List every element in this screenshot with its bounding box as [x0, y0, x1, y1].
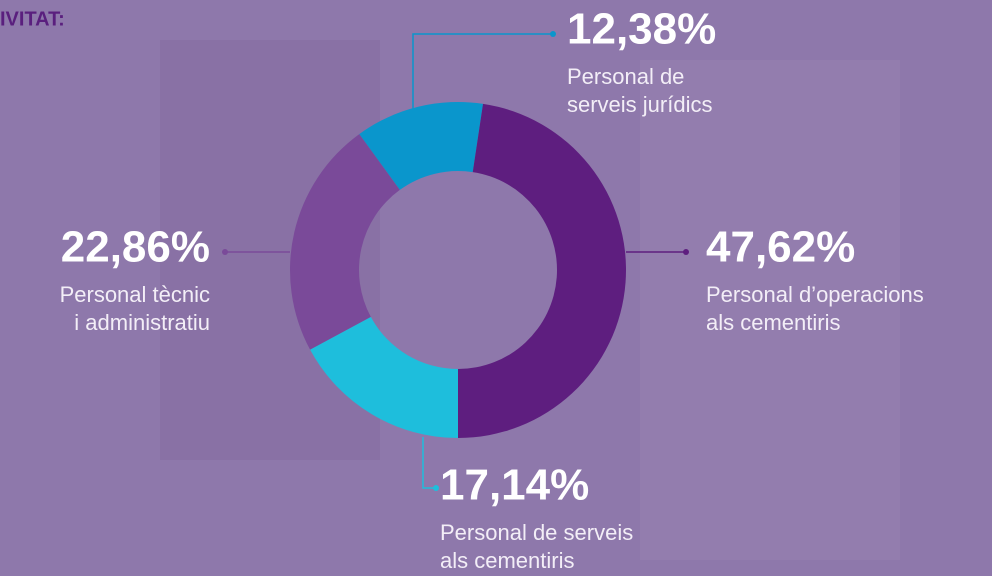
donut-slice — [458, 103, 627, 438]
category-label: Personal de — [567, 64, 684, 89]
value-label: 22,86% — [61, 223, 210, 272]
leader-dot — [222, 249, 228, 255]
leader-line — [422, 437, 436, 489]
leader-dot — [683, 249, 689, 255]
category-label: serveis jurídics — [567, 92, 712, 117]
value-label: 17,14% — [440, 461, 589, 510]
leader-dot — [433, 485, 439, 491]
leader-line — [412, 33, 553, 110]
donut-slice — [290, 134, 400, 350]
photo-shade — [640, 60, 900, 560]
category-label: Personal d’operacions — [706, 282, 924, 307]
category-label: Personal tècnic — [60, 282, 210, 307]
category-label: als cementiris — [706, 310, 840, 335]
chart-title: IVITAT: — [0, 8, 65, 30]
donut-slice — [310, 316, 458, 438]
category-label: i administratiu — [74, 310, 210, 335]
donut-slice — [359, 102, 484, 190]
category-label: als cementiris — [440, 548, 574, 573]
value-label: 12,38% — [567, 5, 716, 54]
value-label: 47,62% — [706, 223, 855, 272]
category-label: Personal de serveis — [440, 520, 633, 545]
leader-dot — [550, 31, 556, 37]
